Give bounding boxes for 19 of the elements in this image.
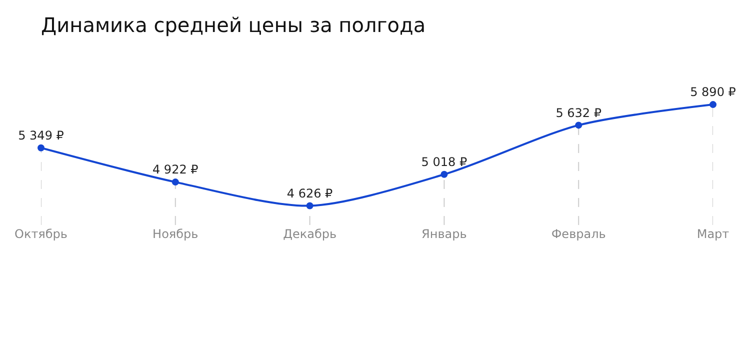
point <box>306 202 314 210</box>
data-label: 4 626 ₽ <box>286 186 334 200</box>
x-tick-label: Январь <box>422 227 467 241</box>
data-label: 5 018 ₽ <box>421 154 468 169</box>
data-label: 5 890 ₽ <box>690 85 736 100</box>
x-tick-label: Ноябрь <box>152 227 198 241</box>
x-tick-label: Декабрь <box>283 227 337 241</box>
x-tick-label: Март <box>696 227 730 241</box>
x-tick-label: Октябрь <box>14 227 68 241</box>
data-label: 4 922 ₽ <box>152 162 199 177</box>
chart-title: Динамика средней цены за полгода <box>41 13 426 37</box>
x-tick-label: Февраль <box>551 227 606 241</box>
point <box>440 170 448 178</box>
point <box>710 101 716 108</box>
data-label: 5 632 ₽ <box>556 106 602 120</box>
point <box>172 178 179 186</box>
point <box>38 144 44 152</box>
data-label: 5 349 ₽ <box>18 128 64 142</box>
point <box>575 122 582 129</box>
